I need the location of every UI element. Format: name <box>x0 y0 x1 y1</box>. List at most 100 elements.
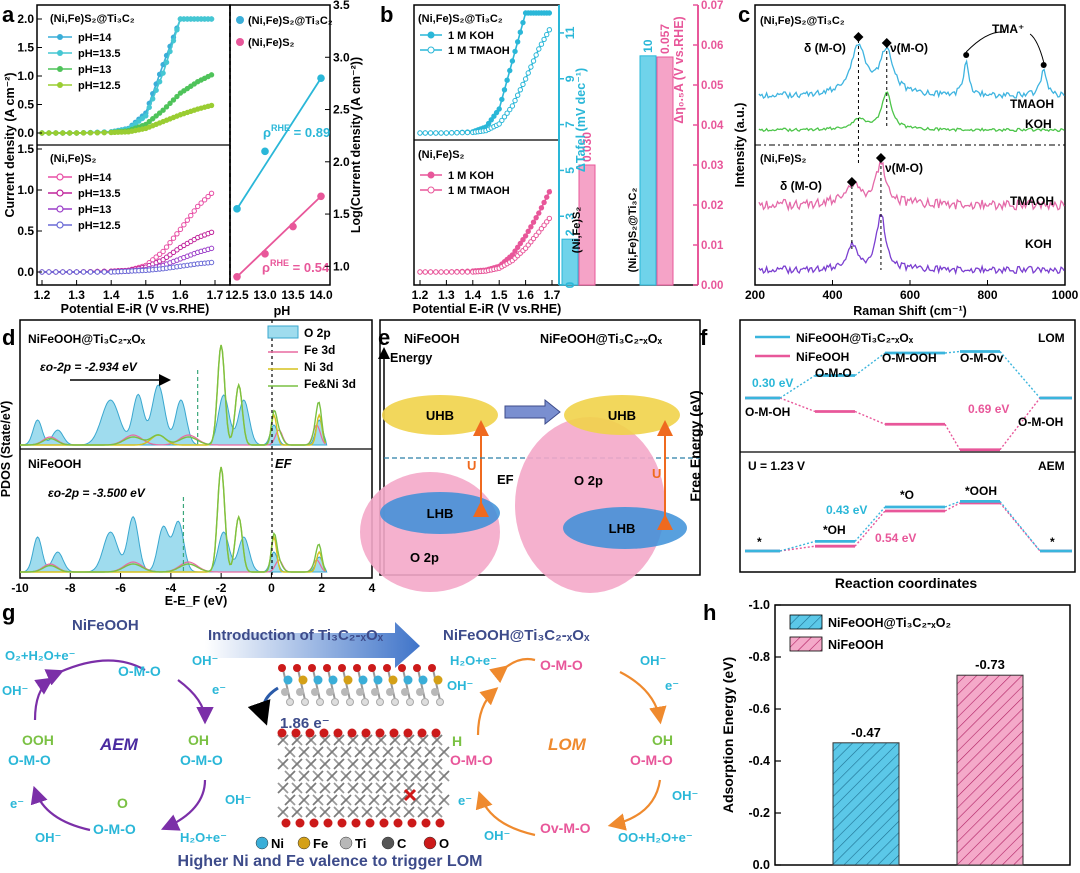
panel-label-d: d <box>2 325 15 350</box>
aem-node: OH⁻ <box>35 830 61 845</box>
tick-label: 1.5 <box>333 207 350 221</box>
atom-o <box>421 818 431 828</box>
aem-arrow <box>160 779 207 831</box>
lom-node: O-M-O <box>630 752 673 768</box>
legend-label: O 2p <box>304 326 331 340</box>
tafel-bar <box>639 55 657 286</box>
bond <box>375 782 387 794</box>
scatter-point <box>233 272 241 281</box>
data-point <box>525 228 531 235</box>
lom-arrow <box>607 779 662 831</box>
panel-b: b (Ni,Fe)S₂@Ti₃C₂ (Ni,Fe)S₂ 1 M KOH 1 M T… <box>380 0 724 316</box>
tick-label: 3.0 <box>333 50 350 64</box>
tick-label: 7 <box>563 121 577 128</box>
bond <box>298 746 310 758</box>
tafel-data-label: 10 <box>641 39 655 53</box>
introduction-arrow <box>205 622 420 668</box>
panel-b-curves <box>417 10 553 275</box>
panel-a-ticks: 0.0 0.5 1.0 1.5 2.0 0.0 0.5 1.0 1.5 1.2 1.3 1.4 1.5 1… <box>17 0 350 302</box>
data-point <box>520 81 526 88</box>
data-point <box>73 269 80 275</box>
bond <box>438 770 450 782</box>
panel-f-frame <box>739 319 1076 573</box>
lom-node: OH⁻ <box>640 653 666 668</box>
data-point <box>525 70 531 76</box>
bond <box>431 782 443 794</box>
panel-label-b: b <box>380 2 393 27</box>
data-point <box>167 252 173 258</box>
data-point <box>146 104 152 111</box>
atom-o <box>308 664 316 672</box>
atom-ti <box>356 688 364 696</box>
aem-arrow <box>177 679 214 725</box>
tick-label: 1.5 <box>17 41 34 55</box>
bond <box>305 782 317 794</box>
atom-o <box>333 728 343 738</box>
data-point <box>546 215 553 222</box>
data-point <box>160 107 166 113</box>
connector <box>944 502 961 512</box>
aem-node: O-M-O <box>180 752 223 768</box>
bond <box>403 734 415 746</box>
lom-node: OO+H₂O+e⁻ <box>618 830 693 845</box>
atom-o <box>338 664 346 672</box>
data-point <box>150 116 156 122</box>
data-point <box>528 224 534 230</box>
o2p-left: O 2p <box>410 550 439 565</box>
tick-label: 0.5 <box>17 224 34 238</box>
data-point <box>101 269 107 275</box>
aem-node: OH <box>188 732 209 748</box>
atom-o <box>337 818 347 828</box>
lhb-right: LHB <box>609 521 636 536</box>
panel-d-curves <box>20 344 328 573</box>
bond <box>424 746 436 758</box>
data-point <box>167 100 173 107</box>
legend-marker <box>56 189 64 197</box>
atom-ti <box>281 688 289 696</box>
atom-legend-label: C <box>397 836 407 851</box>
data-point <box>174 247 180 253</box>
legend-marker <box>56 221 64 229</box>
data-point <box>94 269 101 275</box>
connector <box>779 540 816 552</box>
panel-e-right-title: NiFeOOH@Ti₃C₂-ₓOₓ <box>540 332 662 346</box>
panel-c-traces <box>758 31 1065 276</box>
atom-o <box>413 664 421 672</box>
bond <box>291 782 303 794</box>
panel-h-ylabel: Adsorption Energy (eV) <box>720 657 736 813</box>
bond <box>326 770 338 782</box>
aem-node: H₂O+e⁻ <box>180 830 227 845</box>
panel-a-legend-top: pH=14 pH=13.5 pH=13 pH=12.5 <box>48 32 121 92</box>
atom-ni <box>418 675 428 685</box>
atom-ni <box>313 675 323 685</box>
tick-label: 3 <box>563 213 577 220</box>
o2p-right: O 2p <box>574 473 603 488</box>
bond <box>396 770 408 782</box>
peak-marker <box>963 52 970 58</box>
data-point <box>459 269 465 275</box>
legend-label: 1 M KOH <box>448 30 494 42</box>
panel-g-right-title: NiFeOOH@Ti₃C₂-ₓOₓ <box>443 627 590 644</box>
connector <box>779 374 816 399</box>
bond <box>438 794 450 806</box>
legend-label: NiFeOOH@Ti₃C₂-ₓO₂ <box>828 616 951 630</box>
data-point <box>544 219 550 225</box>
data-point <box>208 190 215 196</box>
data-point <box>536 210 542 216</box>
data-point <box>160 248 166 255</box>
data-point <box>507 106 513 113</box>
adsorption-bar <box>832 742 900 866</box>
bond <box>305 806 317 818</box>
atom-o <box>277 728 287 738</box>
bond <box>312 770 324 782</box>
bond <box>417 758 429 770</box>
atom-fe <box>343 675 353 685</box>
data-point <box>546 27 553 33</box>
lom-title: LOM <box>548 735 587 754</box>
data-point <box>170 97 177 103</box>
lom-state: O-M-O <box>815 366 852 380</box>
lom-arrow <box>475 790 536 837</box>
atom-h <box>301 698 309 706</box>
bond <box>424 794 436 806</box>
atom-h <box>391 698 399 706</box>
